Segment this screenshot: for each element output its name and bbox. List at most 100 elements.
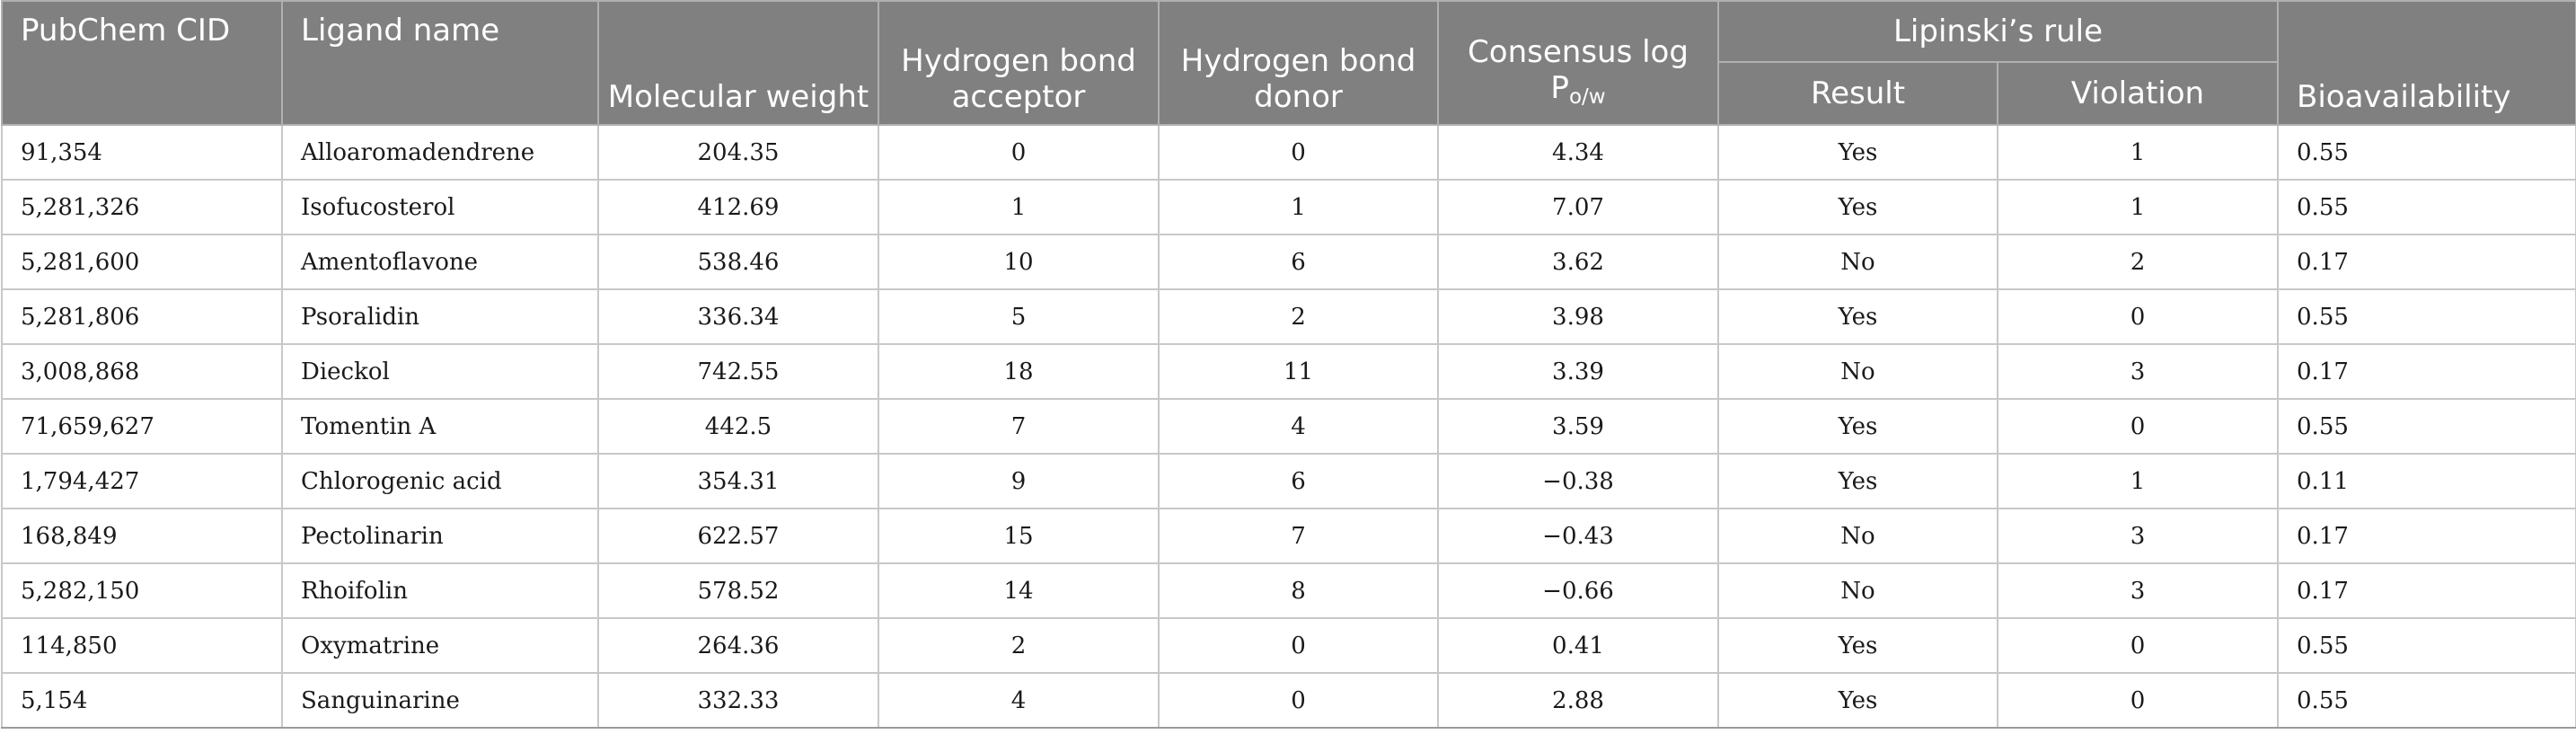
- table-row: 5,281,326 Isofucosterol 412.69 1 1 7.07 Yes 1 0.…: [1, 180, 2576, 235]
- cell-bioavailability: 0.55: [2277, 618, 2576, 674]
- header-molecular-weight: Molecular weight: [597, 0, 879, 126]
- cell-ligand-name: Alloaromadendrene: [281, 125, 599, 181]
- header-lipinski-rule: Lipinski’s rule: [1716, 0, 2280, 63]
- cell-bioavailability: 0.17: [2277, 234, 2576, 290]
- cell-consensus-logp: 3.62: [1437, 234, 1719, 290]
- table-row: 71,659,627 Tomentin A 442.5 7 4 3.59 Yes 0 0.55: [1, 399, 2576, 455]
- cell-molecular-weight: 354.31: [597, 454, 879, 509]
- cell-ligand-name: Dieckol: [281, 344, 599, 400]
- table-header: PubChem CID Ligand name Molecular weight…: [1, 0, 2576, 126]
- cell-hydrogen-bond-donor: 1: [1158, 180, 1439, 235]
- cell-lipinski-result: No: [1717, 234, 1998, 290]
- cell-molecular-weight: 336.34: [597, 289, 879, 345]
- cell-consensus-logp: −0.43: [1437, 509, 1719, 564]
- cell-molecular-weight: 264.36: [597, 618, 879, 674]
- cell-hydrogen-bond-acceptor: 4: [878, 673, 1160, 729]
- cell-lipinski-violation: 1: [1996, 180, 2280, 235]
- cell-lipinski-violation: 3: [1996, 563, 2280, 619]
- cell-hydrogen-bond-acceptor: 0: [878, 125, 1160, 181]
- cell-ligand-name: Rhoifolin: [281, 563, 599, 619]
- cell-bioavailability: 0.55: [2277, 289, 2576, 345]
- cell-lipinski-violation: 1: [1996, 454, 2280, 509]
- cell-consensus-logp: 7.07: [1437, 180, 1719, 235]
- cell-molecular-weight: 742.55: [597, 344, 879, 400]
- header-result: Result: [1717, 61, 1998, 126]
- cell-hydrogen-bond-acceptor: 10: [878, 234, 1160, 290]
- cell-lipinski-violation: 1: [1996, 125, 2280, 181]
- cell-lipinski-violation: 3: [1996, 344, 2280, 400]
- cell-lipinski-result: Yes: [1717, 399, 1998, 455]
- cell-molecular-weight: 332.33: [597, 673, 879, 729]
- table-row: 91,354 Alloaromadendrene 204.35 0 0 4.34 Yes 1 0…: [1, 125, 2576, 181]
- cell-lipinski-result: No: [1717, 344, 1998, 400]
- cell-consensus-logp: −0.66: [1437, 563, 1719, 619]
- cell-bioavailability: 0.11: [2277, 454, 2576, 509]
- cell-bioavailability: 0.55: [2277, 673, 2576, 729]
- cell-pubchem-cid: 5,282,150: [1, 563, 283, 619]
- cell-hydrogen-bond-acceptor: 2: [878, 618, 1160, 674]
- cell-lipinski-result: Yes: [1717, 125, 1998, 181]
- cell-bioavailability: 0.17: [2277, 509, 2576, 564]
- cell-hydrogen-bond-donor: 11: [1158, 344, 1439, 400]
- header-violation: Violation: [1996, 61, 2280, 126]
- header-bioavailability: Bioavailability: [2277, 0, 2576, 126]
- header-hydrogen-bond-donor: Hydrogen bond donor: [1158, 0, 1439, 126]
- cell-molecular-weight: 578.52: [597, 563, 879, 619]
- cell-consensus-logp: 3.59: [1437, 399, 1719, 455]
- cell-lipinski-violation: 0: [1996, 399, 2280, 455]
- cell-hydrogen-bond-donor: 0: [1158, 125, 1439, 181]
- table-row: 114,850 Oxymatrine 264.36 2 0 0.41 Yes 0 0.55: [1, 618, 2576, 674]
- cell-consensus-logp: 4.34: [1437, 125, 1719, 181]
- cell-pubchem-cid: 91,354: [1, 125, 283, 181]
- cell-hydrogen-bond-acceptor: 18: [878, 344, 1160, 400]
- cell-hydrogen-bond-donor: 0: [1158, 618, 1439, 674]
- header-consensus-logp-label: Consensus log P: [1468, 34, 1689, 106]
- cell-molecular-weight: 204.35: [597, 125, 879, 181]
- header-hydrogen-bond-acceptor: Hydrogen bond acceptor: [878, 0, 1160, 126]
- cell-hydrogen-bond-donor: 6: [1158, 454, 1439, 509]
- cell-pubchem-cid: 114,850: [1, 618, 283, 674]
- cell-lipinski-violation: 0: [1996, 673, 2280, 729]
- cell-lipinski-violation: 0: [1996, 618, 2280, 674]
- cell-lipinski-violation: 3: [1996, 509, 2280, 564]
- cell-ligand-name: Pectolinarin: [281, 509, 599, 564]
- cell-pubchem-cid: 71,659,627: [1, 399, 283, 455]
- cell-consensus-logp: −0.38: [1437, 454, 1719, 509]
- cell-pubchem-cid: 5,281,326: [1, 180, 283, 235]
- cell-ligand-name: Amentoflavone: [281, 234, 599, 290]
- cell-lipinski-result: Yes: [1717, 289, 1998, 345]
- cell-hydrogen-bond-acceptor: 5: [878, 289, 1160, 345]
- cell-lipinski-result: Yes: [1717, 180, 1998, 235]
- header-consensus-logp: Consensus log Po/w: [1437, 0, 1719, 126]
- cell-hydrogen-bond-acceptor: 9: [878, 454, 1160, 509]
- cell-hydrogen-bond-acceptor: 1: [878, 180, 1160, 235]
- cell-ligand-name: Isofucosterol: [281, 180, 599, 235]
- cell-bioavailability: 0.55: [2277, 180, 2576, 235]
- cell-lipinski-result: No: [1717, 563, 1998, 619]
- cell-hydrogen-bond-donor: 8: [1158, 563, 1439, 619]
- header-pubchem-cid: PubChem CID: [1, 0, 283, 126]
- cell-bioavailability: 0.17: [2277, 344, 2576, 400]
- table-row: 1,794,427 Chlorogenic acid 354.31 9 6 −0.38 Ye…: [1, 454, 2576, 509]
- cell-pubchem-cid: 168,849: [1, 509, 283, 564]
- cell-hydrogen-bond-acceptor: 7: [878, 399, 1160, 455]
- cell-lipinski-result: No: [1717, 509, 1998, 564]
- header-ligand-name: Ligand name: [281, 0, 599, 126]
- cell-consensus-logp: 2.88: [1437, 673, 1719, 729]
- table-row: 168,849 Pectolinarin 622.57 15 7 −0.43 No 3 0.17: [1, 509, 2576, 564]
- table-row: 5,281,806 Psoralidin 336.34 5 2 3.98 Yes 0 0.55: [1, 289, 2576, 345]
- cell-hydrogen-bond-donor: 2: [1158, 289, 1439, 345]
- cell-lipinski-result: Yes: [1717, 454, 1998, 509]
- cell-lipinski-violation: 0: [1996, 289, 2280, 345]
- cell-molecular-weight: 412.69: [597, 180, 879, 235]
- cell-pubchem-cid: 5,154: [1, 673, 283, 729]
- table-row: 5,281,600 Amentoflavone 538.46 10 6 3.62 No 2 0.…: [1, 234, 2576, 290]
- cell-molecular-weight: 622.57: [597, 509, 879, 564]
- cell-pubchem-cid: 3,008,868: [1, 344, 283, 400]
- cell-consensus-logp: 3.98: [1437, 289, 1719, 345]
- ligand-properties-table: PubChem CID Ligand name Molecular weight…: [1, 0, 2576, 729]
- cell-hydrogen-bond-acceptor: 15: [878, 509, 1160, 564]
- cell-bioavailability: 0.55: [2277, 125, 2576, 181]
- cell-molecular-weight: 442.5: [597, 399, 879, 455]
- cell-bioavailability: 0.55: [2277, 399, 2576, 455]
